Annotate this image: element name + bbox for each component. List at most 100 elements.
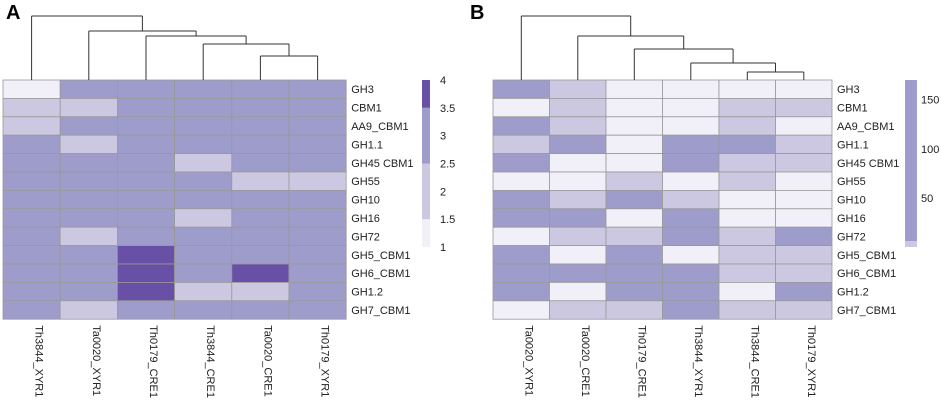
heatmap-cell xyxy=(2,300,61,320)
column-label: Th0179_XYR1 xyxy=(805,325,817,397)
row-label: GH1.2 xyxy=(351,287,383,299)
heatmap-cell xyxy=(2,79,61,99)
heatmap-cell xyxy=(174,300,233,320)
heatmap-cell xyxy=(549,153,607,173)
heatmap-cell xyxy=(492,263,550,283)
heatmap-cell xyxy=(662,134,720,154)
heatmap-cell xyxy=(605,98,663,118)
legend-swatch xyxy=(422,107,430,164)
heatmap-cell xyxy=(662,281,720,302)
row-label: AA9_CBM1 xyxy=(837,121,894,133)
legend-swatch xyxy=(905,80,917,242)
heatmap-cell xyxy=(288,153,347,173)
heatmap-cell xyxy=(775,300,833,320)
heatmap-cell xyxy=(174,281,233,302)
heatmap-cell xyxy=(605,245,663,265)
heatmap-cell xyxy=(288,171,347,191)
heatmap-cell xyxy=(174,208,233,228)
legend-tick-label: 1 xyxy=(440,242,446,254)
heatmap-cell xyxy=(117,153,176,173)
heatmap-cell xyxy=(117,263,176,283)
heatmap-cell xyxy=(117,300,176,320)
heatmap-cell xyxy=(117,189,176,210)
heatmap-cell xyxy=(492,98,550,118)
heatmap-cell xyxy=(117,208,176,228)
legend-tick-label: 2 xyxy=(440,186,446,198)
heatmap-cell xyxy=(59,245,118,265)
heatmap-cell xyxy=(549,281,607,302)
heatmap-cell xyxy=(231,116,290,136)
heatmap-cell xyxy=(288,226,347,246)
heatmap-cell xyxy=(174,79,233,99)
heatmap-cell xyxy=(718,300,776,320)
heatmap-cell xyxy=(174,189,233,210)
heatmap-cell xyxy=(174,116,233,136)
heatmap-cell xyxy=(288,189,347,210)
heatmap-cell xyxy=(231,245,290,265)
heatmap-cell xyxy=(117,226,176,246)
row-label: GH3 xyxy=(351,84,374,96)
heatmap-cell xyxy=(662,189,720,210)
row-label: GH3 xyxy=(837,84,860,96)
legend-swatch xyxy=(422,219,430,247)
legend-tick-label: 2.5 xyxy=(440,159,455,171)
heatmap-cell xyxy=(718,134,776,154)
heatmap-cell xyxy=(718,208,776,228)
heatmap-cell xyxy=(775,134,833,154)
heatmap-cell xyxy=(2,208,61,228)
legend-tick-label: 50 xyxy=(921,193,933,205)
row-label: GH5_CBM1 xyxy=(351,250,410,262)
heatmap-cell xyxy=(492,79,550,99)
legend-tick-label: 4 xyxy=(440,75,446,87)
heatmap-cell xyxy=(549,134,607,154)
heatmap-cell xyxy=(174,226,233,246)
row-label: GH45 CBM1 xyxy=(837,158,899,170)
heatmap-cell xyxy=(718,263,776,283)
row-label: GH1.1 xyxy=(837,139,869,151)
legend-swatch xyxy=(905,241,917,247)
heatmap-cell xyxy=(662,300,720,320)
heatmap-cell xyxy=(59,134,118,154)
heatmap-cell xyxy=(662,226,720,246)
heatmap-cell xyxy=(174,98,233,118)
heatmap-cell xyxy=(231,281,290,302)
heatmap-cell xyxy=(231,208,290,228)
heatmap-cell xyxy=(174,171,233,191)
heatmap-cell xyxy=(288,281,347,302)
row-label: GH1.1 xyxy=(351,139,383,151)
heatmap-cell xyxy=(775,245,833,265)
heatmap-cell xyxy=(2,116,61,136)
heatmap-cell xyxy=(2,98,61,118)
heatmap-cell xyxy=(59,300,118,320)
heatmap-cell xyxy=(59,171,118,191)
heatmap-cell xyxy=(174,134,233,154)
heatmap-cell xyxy=(2,281,61,302)
heatmap-cell xyxy=(718,98,776,118)
row-label: GH1.2 xyxy=(837,287,869,299)
row-label: GH5_CBM1 xyxy=(837,250,896,262)
heatmap-cell xyxy=(59,263,118,283)
heatmap-cell xyxy=(117,171,176,191)
heatmap-cell xyxy=(718,153,776,173)
column-label: Th0179_CRE1 xyxy=(635,325,647,398)
legend-tick-label: 1.5 xyxy=(440,214,455,226)
heatmap-cell xyxy=(59,116,118,136)
heatmap-cell xyxy=(775,208,833,228)
legend-tick-label: 3 xyxy=(440,131,446,143)
legend-tick-label: 150 xyxy=(921,95,939,107)
heatmap-cell xyxy=(288,245,347,265)
heatmap-cell xyxy=(2,134,61,154)
heatmap-cell xyxy=(2,189,61,210)
heatmap-cell xyxy=(605,116,663,136)
column-label: Th3844_CRE1 xyxy=(748,325,760,398)
row-label: CBM1 xyxy=(837,103,868,115)
heatmap-cell xyxy=(2,226,61,246)
heatmap-cell xyxy=(775,189,833,210)
heatmap-cell xyxy=(662,79,720,99)
heatmap-cell xyxy=(549,263,607,283)
heatmap-cell xyxy=(549,226,607,246)
heatmap-cell xyxy=(231,79,290,99)
heatmap-cell xyxy=(492,116,550,136)
row-label: GH6_CBM1 xyxy=(351,268,410,280)
row-label: GH7_CBM1 xyxy=(351,305,410,317)
